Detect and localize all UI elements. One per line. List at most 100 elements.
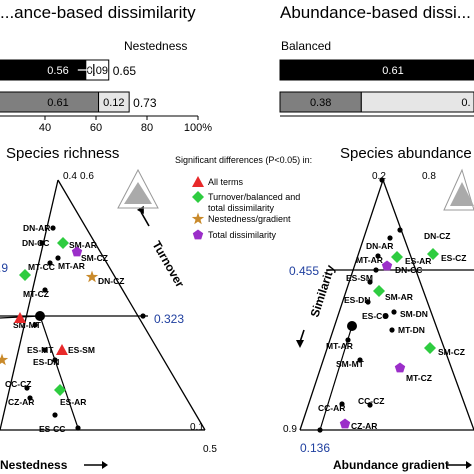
ternary-left-point-mt-cz [42,287,48,293]
left-bar-row-1-seg-0-label: 0.61 [47,97,68,109]
ternary-left-centroid [35,311,45,321]
ternary-right-point-label-17: CC-CZ [358,396,384,406]
legend-symbol-4 [192,229,204,240]
ternary-left-point-label-13: CZ-AR [8,397,34,407]
left-bar-row-0-seg-0-label: 0.56 [47,65,68,77]
ternary-right-point-label-16: CC-AR [318,403,345,413]
left-bar-title: ...ance-based dissimilarity [0,3,196,22]
left-bar-nestedness-label: Nestedness [124,39,187,53]
ternary-right-point-sm-mt-14 [357,357,363,363]
ternary-right-point-es-sm-5 [367,279,373,285]
ternary-left-br-tick-1: 0.1 [190,422,204,433]
ternary-right-bottom-axis-label: Abundance gradient [333,458,449,472]
ternary-left-point-sm-cz [71,246,83,257]
ternary-right-point-dn-cz-1 [397,227,403,233]
ternary-right-ref-point [373,267,379,273]
right-bar-row-1-seg-1 [360,91,474,113]
ternary-right-point-es-cz-4 [427,248,439,260]
ternary-right-ref-value: 0.455 [289,264,319,278]
ternary-right-apex-point [379,177,385,183]
ternary-right-point-label-4: ES-CZ [441,253,467,263]
legend-label-4: Total dissimilarity [208,230,277,240]
ternary-left-point-es-dn [52,357,58,363]
ternary-right-centroid [347,321,357,331]
right-bar-title: Abundance-based dissi... [280,3,471,22]
ternary-left-base-point [75,425,81,431]
ternary-left-point-cc-cz [24,385,30,391]
ternary-left-point-label-3: MT-CC [28,262,55,272]
ternary-left-top-tick-2: 0.6 [80,171,94,182]
ternary-left-point-dn-cc [39,240,45,246]
ternary-right-point-es-dn-7 [365,299,371,305]
ternary-right-point-dn-cc-3 [381,260,393,271]
left-bar-row-0-seg-0 [0,59,87,81]
legend-label-0: All terms [208,177,244,187]
left-bar-chart: 0.56 0.09 0.65 0.61 0.12 0.73 [0,59,198,117]
left-bar-row-0-seg-1-label: 0.09 [87,65,108,77]
ternary-left-extra-diamond [19,269,31,281]
ternary-right-point-sm-dn-9 [391,309,397,315]
ternary-right-point-mt-cz-15 [394,362,406,373]
ternary-left-point-label-4: MT-AR [58,261,85,271]
ternary-right-point-label-0: DN-AR [366,241,393,251]
ternary-left-point-label-5: SM-CZ [81,253,108,263]
left-bar-row-1-total: 0.73 [133,96,157,110]
ternary-left-point-label-11: ES-DN [33,357,59,367]
ternary-left-point-es-cc [52,412,58,418]
ternary-right-point-label-18: CZ-AR [351,421,377,431]
ternary-left-point-sm-ar [57,237,69,249]
ternary-left-point-es-mt [42,347,48,353]
ternary-left-point-label-9: ES-MT [27,345,54,355]
ternary-left-point-label-7: DN-CZ [98,276,124,286]
ternary-left-point-label-12: CC-CZ [5,379,31,389]
ternary-right-point-label-12: MT-AR [326,341,353,351]
ternary-right-point-sm-ar-8 [373,285,385,297]
ternary-right-point-mt-ar-12 [345,337,351,343]
legend-title: Significant differences (P<0.05) in: [175,155,312,165]
ternary-right-point-cc-ar-16 [339,401,345,407]
ternary-left-left-value: .9 [0,261,8,275]
ternary-right-point-label-6: ES-AR [405,256,431,266]
ternary-right-point-label-3: DN-CC [395,265,422,275]
ternary-left-point-label-14: ES-AR [60,397,86,407]
ternary-right-top-tick-1: 0.2 [372,171,386,182]
ternary-left-point-mt-ar [55,255,61,261]
left-bar-tick-label-0: 40 [39,122,51,134]
legend-symbol-0 [192,176,204,187]
ternary-right-base-point [317,427,323,433]
legend-label-3: Nestedness/gradient [208,214,291,224]
left-bar-tick-label-1: 60 [90,122,102,134]
ternary-right [299,179,474,431]
ternary-right-point-label-5: ES-SM [346,273,373,283]
right-bar-chart: 0.61 0.38 0. [279,59,474,117]
legend-label-2: total dissimilarity [208,203,275,213]
ternary-right-points: DN-AR DN-CZ MT-AR DN-CC ES-CZ ES-SM ES-AR ES-DN… [317,177,467,433]
nestedness-arrow [84,461,108,469]
ternary-right-point-label-15: MT-CZ [406,373,432,383]
ternary-left-point-dn-cz [85,270,99,283]
ternary-right-point-label-2: MT-AR [356,255,383,265]
ternary-inset-icon-right [443,168,474,211]
right-bar-row-1-seg-1-label: 0. [461,97,470,109]
ternary-right-point-dn-ar-0 [387,235,393,241]
ternary-right-point-label-8: SM-AR [385,292,413,302]
ternary-right-bl-tick: 0.9 [283,424,297,435]
ternary-left-point-label-6: MT-CZ [23,289,49,299]
ternary-left-point-label-1: DN-CC [22,238,49,248]
ternary-right-point-es-ar-6 [391,251,403,263]
right-bar-row-0-seg-0 [279,59,474,81]
ternary-left-point-dn-ar [50,225,56,231]
ternary-left-title: Species richness [6,145,119,162]
ternary-left-point-es-sm [56,344,68,355]
ternary-right-bottom-value: 0.136 [300,441,330,455]
ternary-right-top-tick-2: 0.8 [422,171,436,182]
left-bar-row-0-total: 0.65 [113,64,137,78]
ternary-right-point-label-11: MT-DN [398,325,425,335]
left-bar-row-1-seg-1-label: 0.12 [103,97,124,109]
left-bar-row-1-seg-1 [98,91,130,113]
ternary-right-point-cz-ar-18 [339,418,351,429]
ternary-right-point-label-7: ES-DN [344,295,370,305]
legend-label-1: Turnover/balanced and [208,192,300,202]
